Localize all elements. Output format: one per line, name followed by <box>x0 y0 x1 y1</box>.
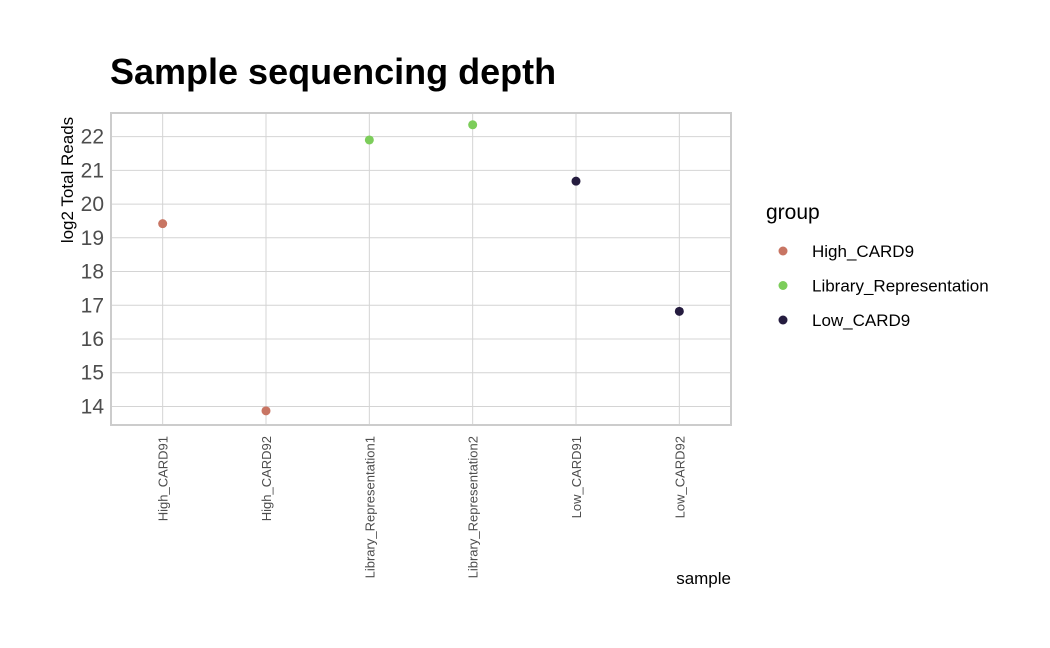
plot-panel <box>110 112 732 426</box>
grid-lines <box>111 113 731 425</box>
x-tick-label: Low_CARD92 <box>672 436 687 518</box>
x-tick-label: Library_Representation1 <box>362 436 377 578</box>
y-tick-labels: 14 15 16 17 18 19 20 21 22 <box>81 126 105 419</box>
legend-label: Low_CARD9 <box>812 311 910 330</box>
legend-title: group <box>766 201 820 224</box>
chart-title: Sample sequencing depth <box>110 51 556 92</box>
y-tick-label: 18 <box>81 261 104 284</box>
y-tick-label: 15 <box>81 362 104 385</box>
y-tick-label: 22 <box>81 126 104 149</box>
data-point <box>158 219 168 229</box>
x-tick-label: Low_CARD91 <box>569 436 584 518</box>
y-tick-label: 20 <box>81 193 104 216</box>
y-tick-label: 14 <box>81 395 105 418</box>
legend-swatch <box>778 315 788 325</box>
y-tick-label: 17 <box>81 294 104 317</box>
data-point <box>674 306 684 316</box>
legend-label: Library_Representation <box>812 277 989 296</box>
data-point <box>468 120 478 130</box>
legend: group High_CARD9 Library_Representation Lo… <box>766 201 989 330</box>
data-point <box>261 406 271 416</box>
y-tick-label: 21 <box>81 159 104 182</box>
data-point <box>364 135 374 145</box>
y-tick-label: 16 <box>81 328 104 351</box>
y-tick-label: 19 <box>81 227 104 250</box>
legend-swatch <box>778 281 788 290</box>
x-axis-title: sample <box>676 569 731 588</box>
x-tick-label: High_CARD91 <box>156 436 171 521</box>
x-tick-labels: High_CARD91 High_CARD92 Library_Representa… <box>156 436 688 578</box>
data-points <box>158 120 684 416</box>
legend-entries: High_CARD9 Library_Representation Low_CARD… <box>778 242 989 330</box>
x-tick-label: Library_Representation2 <box>466 436 481 578</box>
legend-swatch <box>778 246 788 256</box>
x-tick-label: High_CARD92 <box>259 436 274 521</box>
data-point <box>571 176 581 186</box>
legend-label: High_CARD9 <box>812 242 914 261</box>
y-axis-title: log2 Total Reads <box>58 117 77 243</box>
